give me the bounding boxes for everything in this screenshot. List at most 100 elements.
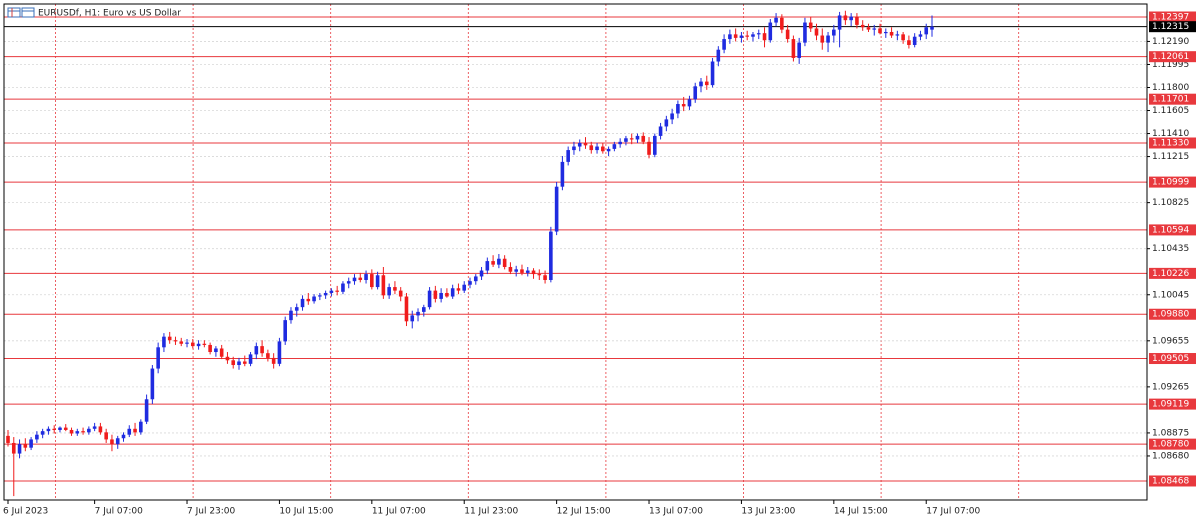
candle-body bbox=[693, 86, 698, 100]
y-tick-label: 1.08680 bbox=[1152, 451, 1189, 461]
level-label-box bbox=[1149, 398, 1196, 410]
candle-body bbox=[248, 354, 253, 364]
candle-body bbox=[537, 274, 542, 276]
candle-body bbox=[497, 258, 501, 265]
candle-body bbox=[843, 15, 848, 21]
candle-body bbox=[502, 258, 507, 267]
y-tick-label: 1.12190 bbox=[1152, 37, 1189, 47]
vertical-grid bbox=[55, 4, 1020, 500]
candle-body bbox=[837, 15, 842, 30]
candle-body bbox=[242, 361, 247, 364]
candle-body bbox=[641, 135, 646, 142]
candle-body bbox=[370, 274, 374, 288]
x-tick-label: 7 Jul 07:00 bbox=[95, 507, 144, 517]
levels bbox=[4, 16, 1147, 482]
candle-body bbox=[266, 353, 270, 358]
candle-body bbox=[173, 340, 178, 342]
candle-body bbox=[601, 146, 605, 152]
chart-title: EURUSDf, H1: Euro vs US Dollar bbox=[38, 9, 181, 19]
candle-body bbox=[323, 292, 328, 296]
candle-body bbox=[133, 428, 137, 433]
y-tick-label: 1.09655 bbox=[1152, 336, 1189, 346]
candle-body bbox=[346, 281, 351, 284]
plot-frame bbox=[3, 3, 1148, 501]
horizontal-grid bbox=[4, 41, 1147, 457]
candle-body bbox=[583, 142, 588, 146]
candle-body bbox=[514, 269, 518, 272]
candle-body bbox=[294, 307, 299, 311]
candle-body bbox=[670, 113, 674, 120]
x-tick-label: 17 Jul 07:00 bbox=[926, 507, 980, 517]
candle-body bbox=[618, 141, 622, 145]
level-label: 1.09505 bbox=[1152, 354, 1189, 364]
candle-body bbox=[456, 288, 461, 291]
candle-body bbox=[889, 31, 894, 36]
candle-body bbox=[404, 296, 409, 322]
candle-body bbox=[167, 336, 172, 341]
candle-body bbox=[820, 35, 825, 43]
candle-body bbox=[554, 186, 559, 232]
candle-body bbox=[918, 34, 923, 37]
candle-body bbox=[75, 431, 80, 434]
y-tick-label: 1.10825 bbox=[1152, 198, 1189, 208]
candle-body bbox=[393, 287, 397, 291]
level-label: 1.11701 bbox=[1152, 95, 1189, 105]
level-label: 1.12061 bbox=[1152, 52, 1189, 62]
candle-body bbox=[358, 277, 363, 280]
candle-body bbox=[69, 429, 74, 434]
y-tick-label: 1.08875 bbox=[1152, 428, 1189, 438]
candle-body bbox=[260, 346, 264, 354]
candle-body bbox=[878, 28, 882, 34]
candle-body bbox=[375, 275, 380, 288]
x-tick-label: 11 Jul 23:00 bbox=[464, 507, 518, 517]
candle-body bbox=[40, 431, 45, 435]
level-label: 1.08780 bbox=[1152, 440, 1189, 450]
candle-body bbox=[271, 357, 276, 364]
candle-body bbox=[300, 298, 305, 308]
candle-body bbox=[63, 427, 68, 430]
candle-body bbox=[473, 276, 478, 282]
candle-body bbox=[756, 33, 761, 35]
candle-body bbox=[35, 434, 39, 440]
candle-body bbox=[589, 145, 594, 151]
x-tick-label: 12 Jul 15:00 bbox=[557, 507, 611, 517]
candle-body bbox=[214, 348, 218, 353]
candle-body bbox=[901, 34, 905, 41]
candle-body bbox=[687, 99, 692, 107]
candle-body bbox=[202, 343, 207, 345]
candle-body bbox=[104, 432, 108, 440]
current-price-label: 1.12315 bbox=[1152, 22, 1189, 32]
candle-body bbox=[566, 150, 570, 162]
candle-body bbox=[17, 444, 22, 454]
candle-body bbox=[681, 104, 686, 107]
candle-body bbox=[485, 261, 490, 271]
y-tick-label: 1.11995 bbox=[1152, 60, 1189, 70]
candle-body bbox=[531, 270, 536, 275]
candle-body bbox=[144, 399, 149, 422]
candle-body bbox=[658, 126, 663, 136]
candle-body bbox=[872, 28, 877, 30]
y-tick-label: 1.11410 bbox=[1152, 129, 1189, 139]
candle-body bbox=[728, 34, 732, 40]
candle-body bbox=[289, 310, 293, 321]
level-label-box bbox=[1149, 353, 1196, 365]
y-tick-label: 1.10435 bbox=[1152, 244, 1189, 254]
candle-body bbox=[179, 341, 184, 344]
candle-body bbox=[774, 17, 778, 23]
candle-body bbox=[606, 148, 611, 152]
candle-body bbox=[219, 348, 224, 357]
candle-body bbox=[387, 287, 391, 296]
candle-body bbox=[762, 33, 767, 41]
candle-body bbox=[283, 320, 287, 342]
candle-body bbox=[254, 346, 259, 355]
candle-body bbox=[92, 426, 97, 429]
level-label-box bbox=[1149, 308, 1196, 320]
level-label: 1.09119 bbox=[1152, 400, 1189, 410]
candle-body bbox=[185, 342, 189, 344]
candle-body bbox=[115, 438, 120, 445]
candle-body bbox=[416, 311, 420, 316]
candle-body bbox=[52, 428, 56, 430]
candle-body bbox=[410, 315, 415, 322]
level-label: 1.09880 bbox=[1152, 310, 1189, 320]
